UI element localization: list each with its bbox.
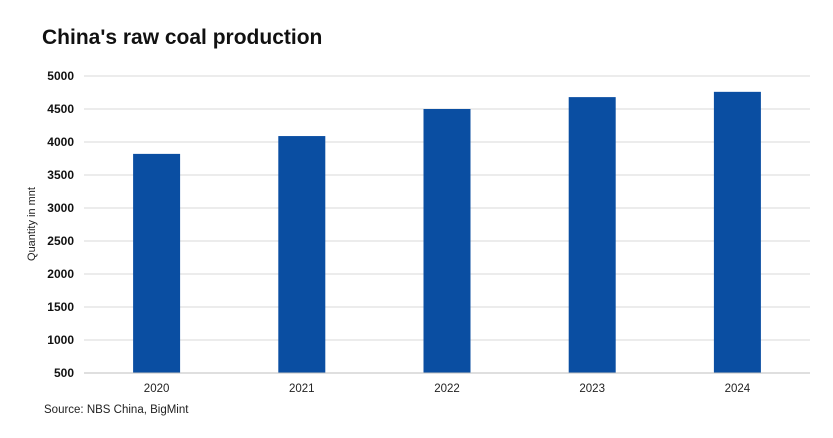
bar-2024 — [713, 91, 761, 373]
y-tick-label: 1500 — [47, 300, 74, 314]
x-tick-label: 2022 — [434, 383, 460, 395]
bar-2020 — [133, 153, 181, 373]
y-axis-ticks: 500 1000 1500 2000 2500 3000 3500 4000 4500 5000 — [47, 69, 74, 380]
bar-2022 — [423, 109, 471, 373]
y-axis-label: Quantity in mnt — [26, 187, 38, 261]
x-tick-label: 2024 — [725, 383, 751, 395]
chart-title: China's raw coal production — [42, 26, 323, 49]
source-note: Source: NBS China, BigMint — [44, 404, 189, 416]
y-tick-label: 500 — [54, 366, 74, 380]
y-tick-label: 3500 — [47, 168, 74, 182]
y-tick-label: 1000 — [47, 333, 74, 347]
bar-2023 — [568, 97, 616, 374]
y-tick-label: 4000 — [47, 135, 74, 149]
x-tick-label: 2021 — [289, 383, 315, 395]
y-tick-label: 3000 — [47, 201, 74, 215]
x-tick-label: 2020 — [144, 383, 170, 395]
bars — [133, 91, 761, 374]
x-tick-label: 2023 — [579, 383, 605, 395]
y-tick-label: 5000 — [47, 69, 74, 83]
x-axis-ticks: 2020 2021 2022 2023 2024 — [144, 383, 751, 395]
bar-2021 — [278, 136, 326, 373]
y-tick-label: 2500 — [47, 234, 74, 248]
y-tick-label: 2000 — [47, 267, 74, 281]
y-tick-label: 4500 — [47, 102, 74, 116]
